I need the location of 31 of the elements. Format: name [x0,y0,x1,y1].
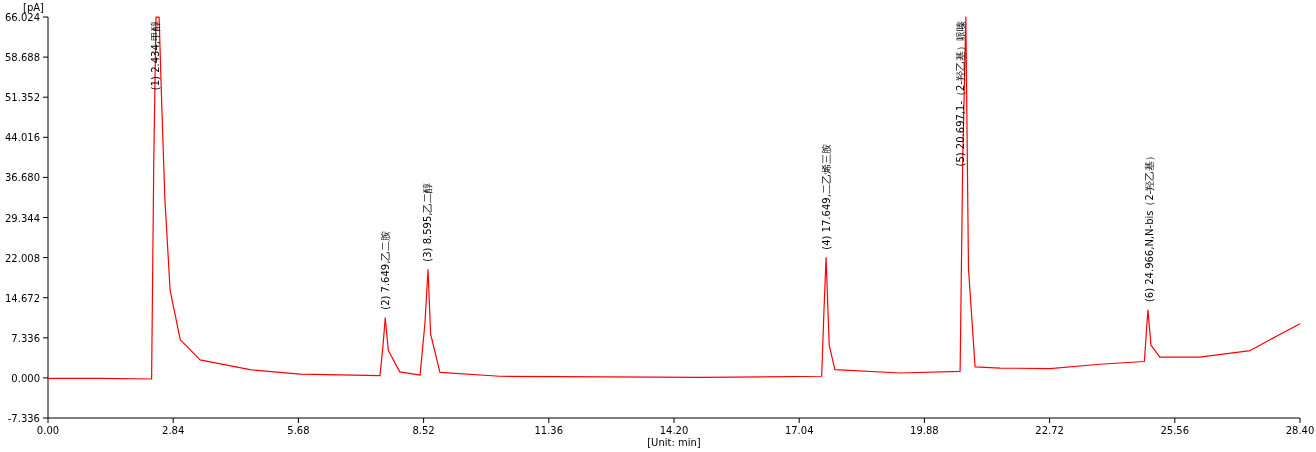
annotation: (1) 2.434,甲醇 [150,21,162,91]
x-tick-label: 8.52 [412,425,435,436]
x-tick-label: 25.56 [1160,425,1190,436]
y-tick-label: 22.008 [5,252,40,264]
x-tick-label: 2.84 [162,425,185,436]
y-tick-label: 66.024 [5,12,40,23]
y-tick-label: 51.352 [5,92,40,104]
annotation: (6) 24.966,N,N-bis（2-羟乙基） [1143,150,1155,303]
x-tick-label: 0.00 [36,425,60,436]
y-tick-label: 0.000 [11,372,40,384]
y-tick-label: 29.344 [5,212,40,224]
y-tick-label: 58.688 [5,52,40,64]
x-tick-label: 19.88 [910,425,939,436]
x-tick-label: 17.04 [784,425,814,436]
x-tick-label: 11.36 [534,425,564,436]
x-tick-label: 5.68 [287,425,310,436]
annotation: (3) 8.595,乙二醇 [421,182,433,262]
x-tick-label: 22.72 [1035,425,1064,436]
y-tick-label: 36.680 [5,172,40,184]
annotation: (2) 7.649,乙二胺 [380,230,392,310]
y-tick-label: 7.336 [11,332,40,344]
annotation: (4) 17.649,二乙烯三胺 [821,144,833,250]
x-axis-title: [Unit: min] [647,437,701,448]
x-tick-label: 28.40 [1285,425,1315,436]
y-tick-label: -7.336 [7,413,40,424]
y-axis-title: [pA] [23,2,45,13]
y-tick-label: 44.016 [5,132,40,144]
line-series [47,16,1301,380]
x-tick-label: 14.20 [659,425,689,436]
y-tick-label: 14.672 [5,292,40,304]
annotation: (5) 20.697,1-（2-羟乙基）哌嗪 [955,21,967,167]
